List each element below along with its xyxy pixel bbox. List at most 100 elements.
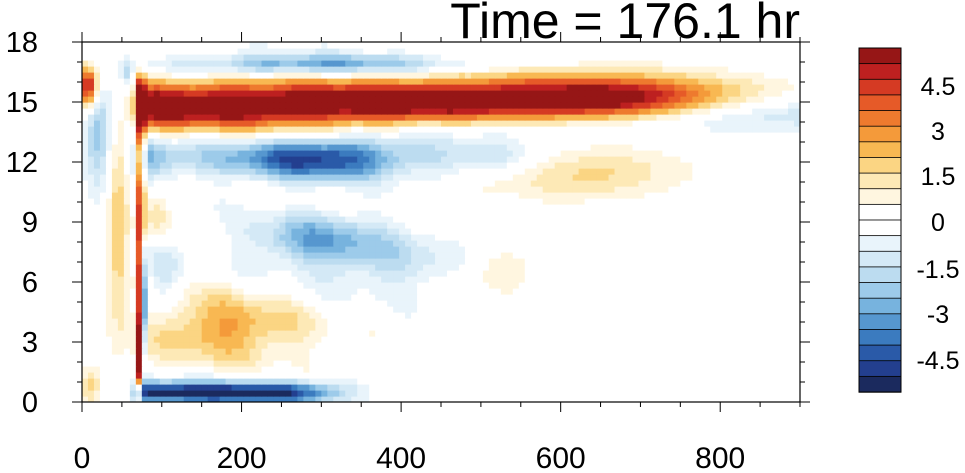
heatmap-cell [626,264,634,271]
heatmap-cell [644,372,652,379]
heatmap-cell [662,366,669,373]
heatmap-cell [411,342,418,349]
heatmap-cell [782,294,789,301]
heatmap-cell [423,366,430,373]
heatmap-cell [608,264,616,271]
heatmap-cell [500,162,508,169]
heatmap-cell [782,312,789,319]
heatmap-cell [722,234,729,241]
heatmap-cell [171,384,179,391]
heatmap-cell [548,276,556,283]
heatmap-cell [626,168,634,175]
heatmap-cell [614,204,622,211]
heatmap-cell [297,354,304,361]
heatmap-cell [129,246,137,253]
heatmap-cell [117,372,125,379]
heatmap-cell [165,234,173,241]
heatmap-cell [135,348,143,355]
heatmap-cell [387,300,394,307]
heatmap-cell [177,150,185,157]
heatmap-cell [590,384,598,391]
heatmap-cell [722,252,729,259]
heatmap-cell [345,210,352,217]
heatmap-cell [237,198,245,205]
heatmap-cell [788,276,795,283]
heatmap-cell [470,342,478,349]
heatmap-cell [656,384,663,391]
heatmap-cell [387,222,394,229]
heatmap-cell [692,246,699,253]
heatmap-cell [680,354,687,361]
heatmap-cell [584,366,592,373]
heatmap-cell [429,180,436,187]
heatmap-cell [518,264,526,271]
heatmap-cell [512,282,520,289]
heatmap-cell [692,234,699,241]
heatmap-cell [704,264,711,271]
heatmap-cell [363,222,370,229]
heatmap-cell [165,354,173,361]
heatmap-cell [608,354,616,361]
heatmap-cell [135,270,143,277]
heatmap-cell [249,252,257,259]
heatmap-cell [333,156,340,163]
heatmap-cell [369,354,376,361]
heatmap-cell [758,192,765,199]
heatmap-cell [752,162,759,169]
heatmap-cell [441,282,448,289]
heatmap-cell [476,192,484,199]
heatmap-cell [351,330,358,337]
heatmap-cell [578,162,586,169]
heatmap-cell [285,168,293,175]
heatmap-cell [147,318,155,325]
heatmap-cell [135,264,143,271]
heatmap-cell [608,156,616,163]
heatmap-cell [692,282,699,289]
heatmap-cell [105,396,113,402]
heatmap-cell [375,390,382,397]
heatmap-cell [674,156,681,163]
heatmap-cell [273,348,281,355]
heatmap-cell [393,168,400,175]
heatmap-cell [698,270,705,277]
heatmap-cell [111,192,119,199]
heatmap-cell [291,156,298,163]
heatmap-cell [602,246,610,253]
heatmap-cell [674,372,681,379]
heatmap-cell [291,282,298,289]
heatmap-cell [387,282,394,289]
heatmap-cell [632,240,640,247]
heatmap-cell [446,222,454,229]
heatmap-cell [339,186,346,193]
heatmap-cell [794,216,800,223]
heatmap-cell [285,204,293,211]
heatmap-cell [476,336,484,343]
heatmap-cell [135,156,143,163]
heatmap-cell [363,264,370,271]
heatmap-cell [512,240,520,247]
heatmap-cell [171,366,179,373]
heatmap-cell [554,204,562,211]
heatmap-cell [339,378,346,385]
heatmap-cell [470,360,478,367]
heatmap-cell [692,300,699,307]
heatmap-cell [446,234,454,241]
heatmap-cell [608,378,616,385]
heatmap-cell [435,390,442,397]
heatmap-cell [458,246,466,253]
heatmap-cell [333,300,340,307]
heatmap-cell [177,174,185,181]
heatmap-cell [345,360,352,367]
heatmap-cell [405,276,412,283]
heatmap-cell [674,228,681,235]
heatmap-cell [297,276,304,283]
heatmap-cell [494,336,502,343]
heatmap-cell [285,198,293,205]
heatmap-cell [219,348,227,355]
heatmap-cell [788,372,795,379]
heatmap-cell [177,162,185,169]
heatmap-cell [500,192,508,199]
heatmap-cell [387,270,394,277]
heatmap-cell [165,336,173,343]
heatmap-cell [201,312,209,319]
